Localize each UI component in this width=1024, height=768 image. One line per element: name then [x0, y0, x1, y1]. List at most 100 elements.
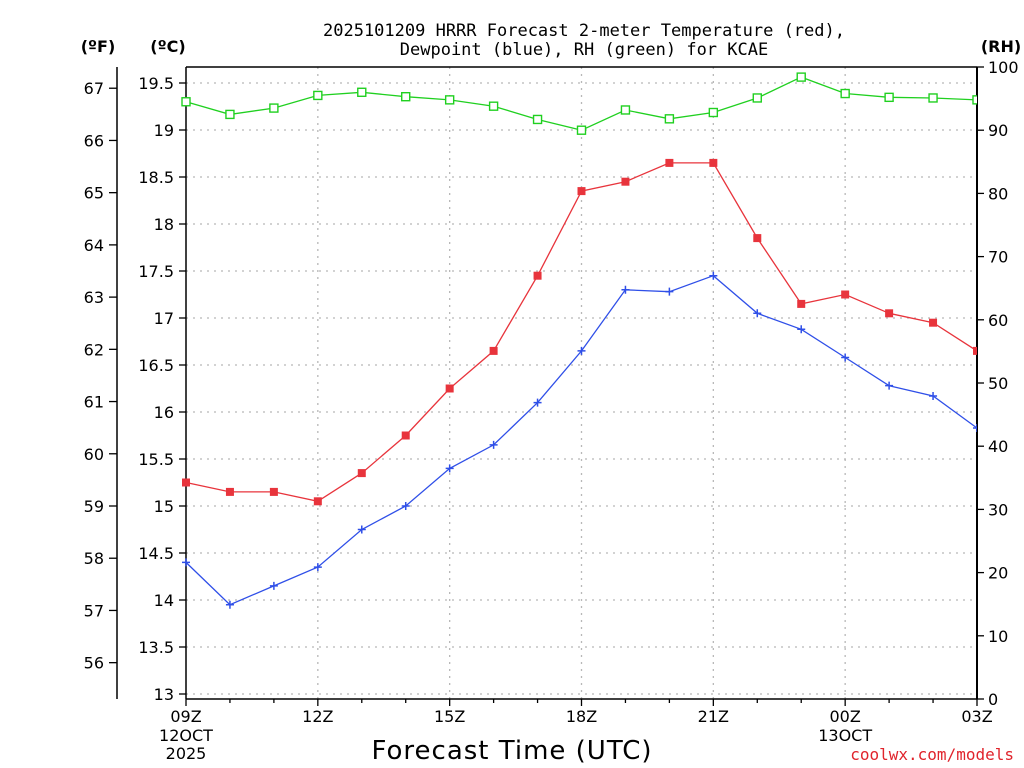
rh-point — [313, 90, 323, 101]
fahrenheit-tick-label: 61 — [84, 393, 104, 412]
x-tick-date-label: 12OCT — [159, 726, 213, 745]
rh-point — [269, 103, 279, 113]
dewpoint-point — [621, 285, 630, 294]
temperature-point — [401, 431, 410, 440]
x-tick-date-label: 13OCT — [818, 726, 872, 745]
dewpoint-point — [665, 287, 674, 296]
celsius-tick-label: 18 — [154, 215, 174, 234]
celsius-tick-label: 17.5 — [138, 262, 174, 281]
fahrenheit-tick-label: 64 — [84, 236, 104, 255]
rh-tick-label: 30 — [988, 500, 1008, 519]
rh-point — [620, 105, 631, 115]
temperature-point — [797, 299, 806, 308]
fahrenheit-unit-label: (ºF) — [81, 37, 116, 56]
temperature-point — [885, 309, 894, 318]
fahrenheit-tick-label: 59 — [84, 497, 104, 516]
rh-point — [664, 114, 675, 124]
dewpoint-point — [709, 271, 718, 280]
rh-tick-label: 80 — [988, 184, 1008, 203]
fahrenheit-tick-label: 58 — [84, 549, 104, 568]
fahrenheit-tick-label: 66 — [84, 131, 104, 150]
dewpoint-point — [445, 464, 454, 473]
dewpoint-point — [401, 502, 410, 510]
temperature-point — [665, 158, 674, 167]
rh-tick-label: 90 — [988, 121, 1008, 140]
temperature-point — [445, 384, 454, 393]
rh-point — [972, 95, 977, 105]
rh-unit-label: (RH) — [981, 37, 1021, 56]
dewpoint-line — [185, 274, 977, 606]
series — [181, 72, 977, 609]
rh-point — [576, 125, 587, 135]
x-tick-year-label: 2025 — [166, 744, 207, 763]
temperature-point — [621, 177, 630, 186]
temperature-point — [929, 318, 938, 327]
rh-tick-label: 100 — [988, 58, 1019, 77]
celsius-tick-label: 16 — [154, 403, 174, 422]
temperature-point — [225, 487, 234, 496]
fahrenheit-tick-label: 65 — [84, 184, 104, 203]
celsius-tick-label: 19 — [154, 121, 174, 140]
axes: 13 13.5 14 14.5 15 15.5 16 16.5 17 17.5 18 18.5 19 19… — [84, 58, 1019, 763]
x-tick-label: 00Z — [830, 707, 861, 726]
rh-point — [884, 92, 894, 103]
celsius-tick-label: 16.5 — [138, 356, 174, 375]
rh-point — [796, 72, 806, 82]
rh-tick-label: 70 — [988, 248, 1008, 267]
temperature-point — [533, 271, 542, 280]
celsius-tick-label: 19.5 — [138, 74, 174, 93]
fahrenheit-tick-label: 57 — [84, 601, 104, 620]
rh-point — [752, 93, 762, 103]
dewpoint-point — [225, 600, 234, 609]
dewpoint-point — [929, 392, 938, 401]
dewpoint-point — [973, 423, 977, 432]
temperature-point — [709, 158, 718, 167]
temperature-point — [753, 234, 762, 243]
temperature-line — [185, 162, 977, 502]
temperature-point — [313, 497, 322, 506]
rh-tick-label: 20 — [988, 564, 1008, 583]
rh-point — [401, 92, 411, 102]
dewpoint-point — [885, 381, 894, 390]
rh-tick-label: 50 — [988, 374, 1008, 393]
celsius-tick-label: 15.5 — [138, 450, 174, 469]
temperature-point — [577, 187, 586, 196]
rh-tick-label: 60 — [988, 311, 1008, 330]
chart-title-line-2: Dewpoint (blue), RH (green) for KCAE — [400, 40, 768, 60]
dewpoint-point — [489, 440, 498, 449]
rh-point — [532, 114, 543, 125]
gridlines — [186, 67, 977, 699]
rh-point — [444, 95, 455, 105]
x-axis-title: Forecast Time (UTC) — [371, 736, 652, 766]
celsius-tick-label: 17 — [154, 309, 174, 328]
celsius-unit-label: (ºC) — [150, 37, 185, 56]
rh-tick-label: 10 — [988, 627, 1008, 646]
temperature-point — [357, 469, 366, 478]
temperature-point — [489, 346, 498, 355]
chart-title-line-1: 2025101209 HRRR Forecast 2-meter Tempera… — [323, 21, 845, 41]
x-tick-label: 21Z — [698, 707, 729, 726]
x-tick-label: 09Z — [170, 707, 201, 726]
celsius-tick-label: 14.5 — [138, 544, 174, 563]
rh-point — [357, 87, 367, 97]
celsius-tick-label: 14 — [154, 591, 174, 610]
fahrenheit-tick-label: 56 — [84, 654, 104, 673]
dewpoint-point — [182, 558, 190, 567]
dewpoint-point — [533, 398, 542, 407]
fahrenheit-tick-label: 62 — [84, 340, 104, 359]
rh-tick-label: 40 — [988, 437, 1008, 456]
temperature-point — [841, 290, 850, 299]
temperature-point — [269, 487, 278, 496]
celsius-tick-label: 13.5 — [138, 638, 174, 657]
dewpoint-point — [577, 346, 586, 355]
rh-point — [928, 93, 938, 103]
rh-point — [488, 101, 499, 111]
fahrenheit-tick-label: 60 — [84, 445, 104, 464]
temperature-point — [973, 346, 977, 355]
series-group — [181, 72, 977, 609]
dewpoint-point — [269, 581, 278, 590]
celsius-tick-label: 15 — [154, 497, 174, 516]
celsius-tick-label: 13 — [154, 685, 174, 704]
rh-point — [840, 88, 850, 99]
